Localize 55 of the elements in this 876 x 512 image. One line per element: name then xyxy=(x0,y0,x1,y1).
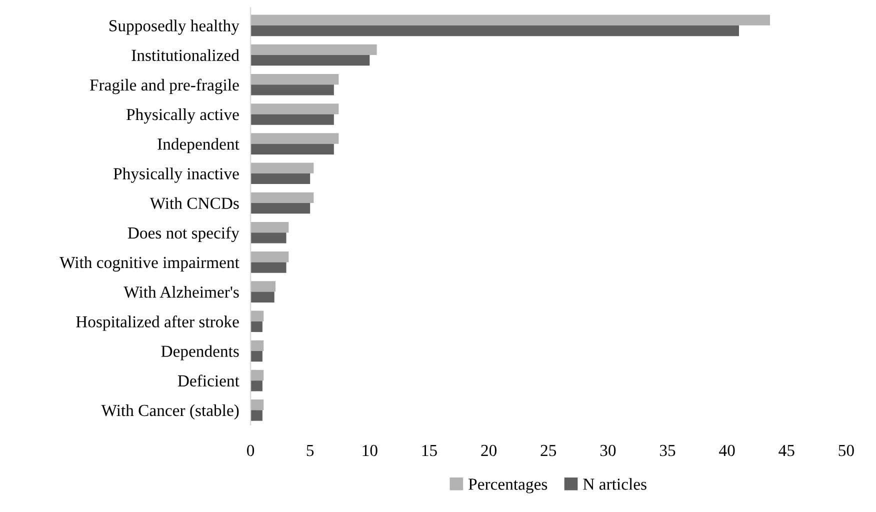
bar xyxy=(250,84,334,96)
bar xyxy=(250,292,274,302)
x-tick-label: 30 xyxy=(600,444,616,456)
bar xyxy=(250,232,286,244)
bar xyxy=(250,133,339,144)
y-tick-label: Physically inactive xyxy=(114,168,239,183)
bar xyxy=(250,350,262,362)
y-tick-label: With Cancer (stable) xyxy=(101,404,239,420)
y-tick-label: Does not specify xyxy=(128,226,240,242)
bar xyxy=(250,310,264,322)
bar xyxy=(250,262,286,273)
x-tick-label: 50 xyxy=(838,444,854,456)
y-tick-label: Independent xyxy=(158,138,240,154)
bar xyxy=(250,400,264,410)
y-tick-label: With CNCDs xyxy=(150,197,239,210)
legend-label: N articles xyxy=(583,478,646,490)
x-tick-label: 25 xyxy=(540,444,556,456)
bar xyxy=(250,44,377,56)
x-tick-label: 45 xyxy=(778,445,794,456)
bar xyxy=(250,173,310,184)
bar xyxy=(250,281,276,292)
bar xyxy=(250,74,339,85)
y-tick-label: Deficient xyxy=(178,374,240,387)
y-tick-label: Dependents xyxy=(161,345,239,360)
y-tick-label: With Alzheimer's xyxy=(124,286,239,298)
bar xyxy=(250,14,770,26)
x-tick-label: 0 xyxy=(247,444,254,456)
y-tick-label: Hospitalized after stroke xyxy=(76,316,239,331)
bar xyxy=(250,144,334,154)
y-tick-label: Supposedly healthy xyxy=(110,20,240,35)
bar xyxy=(250,222,289,233)
x-tick-label: 5 xyxy=(306,445,314,456)
bar xyxy=(250,340,264,351)
y-tick-label: With cognitive impairment xyxy=(60,256,240,272)
bar xyxy=(250,104,339,114)
y-tick-label: Fragile and pre-fragile xyxy=(90,78,239,94)
bar xyxy=(250,410,262,421)
bar xyxy=(250,203,310,214)
y-tick-label: Institutionalized xyxy=(132,49,240,61)
x-tick-label: 10 xyxy=(362,444,378,456)
bar xyxy=(250,380,262,392)
bar xyxy=(250,370,264,381)
bar xyxy=(250,55,370,66)
x-tick-label: 15 xyxy=(422,444,437,456)
bar xyxy=(250,192,314,204)
bar xyxy=(250,252,289,262)
x-tick-label: 40 xyxy=(719,444,735,456)
legend-label: Percentages xyxy=(468,478,548,494)
x-tick-label: 20 xyxy=(481,444,497,456)
bar xyxy=(250,321,262,332)
bar xyxy=(250,25,739,36)
x-tick-label: 35 xyxy=(660,444,676,456)
bar xyxy=(250,162,314,174)
bar xyxy=(250,114,334,125)
y-tick-label: Physically active xyxy=(126,108,239,124)
